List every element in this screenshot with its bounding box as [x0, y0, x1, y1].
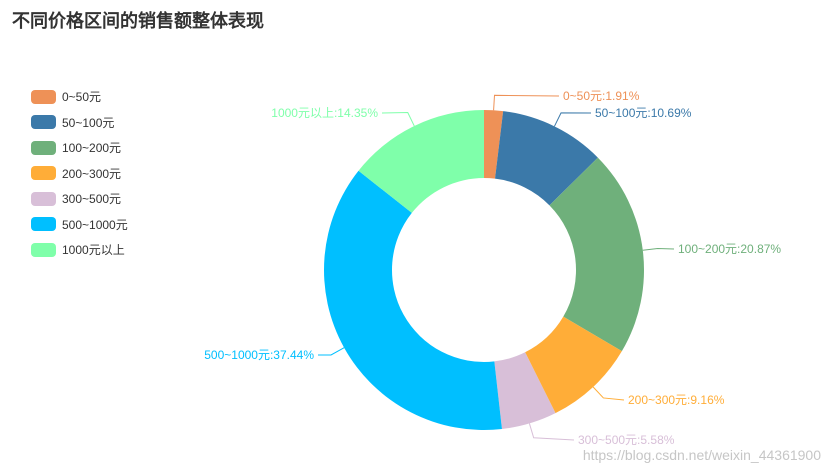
legend-item-5[interactable]: 300~500元 [31, 186, 128, 212]
legend-swatch-7 [31, 242, 56, 257]
data-label-1: 0~50元:1.91% [563, 89, 640, 103]
label-line-4 [592, 386, 625, 401]
legend-item-2[interactable]: 50~100元 [31, 110, 128, 136]
legend-label-4: 200~300元 [62, 166, 122, 181]
legend-item-1[interactable]: 0~50元 [31, 84, 128, 110]
data-label-6: 500~1000元:37.44% [204, 348, 314, 362]
data-label-3: 100~200元:20.87% [678, 242, 781, 256]
data-labels: 0~50元:1.91% 50~100元:10.69% 100~200元:20.87%… [204, 89, 781, 447]
label-lines [317, 94, 675, 441]
legend: 0~50元 50~100元 100~200元 200~300元 300~500元… [31, 84, 128, 263]
legend-label-1: 0~50元 [62, 90, 102, 105]
legend-label-3: 100~200元 [62, 141, 122, 156]
legend-swatch-4 [31, 166, 56, 181]
data-label-5: 300~500元:5.58% [578, 433, 675, 447]
donut-slice-7 [358, 110, 484, 213]
legend-item-4[interactable]: 200~300元 [31, 161, 128, 187]
label-line-7 [381, 111, 415, 127]
legend-item-3[interactable]: 100~200元 [31, 135, 128, 161]
donut-slice-2 [495, 111, 598, 206]
data-label-2: 50~100元:10.69% [595, 106, 692, 120]
watermark: https://blog.csdn.net/weixin_44361900 [582, 447, 821, 463]
label-line-1 [493, 94, 560, 111]
donut-slice-5 [494, 352, 556, 429]
legend-label-2: 50~100元 [62, 115, 115, 130]
legend-swatch-1 [31, 89, 56, 104]
donut-slice-1 [484, 110, 504, 179]
label-line-5 [528, 423, 575, 441]
legend-swatch-3 [31, 140, 56, 155]
legend-label-6: 500~1000元 [62, 217, 128, 232]
donut-slice-4 [525, 316, 622, 414]
donut-slice-3 [549, 157, 644, 352]
donut-slice-6 [323, 170, 502, 430]
donut-slices [323, 110, 644, 430]
data-label-4: 200~300元:9.16% [628, 393, 725, 407]
legend-item-7[interactable]: 1000元以上 [31, 237, 128, 263]
label-line-6 [317, 347, 345, 356]
legend-swatch-6 [31, 217, 56, 232]
chart-title: 不同价格区间的销售额整体表现 [12, 11, 264, 31]
label-line-3 [642, 247, 675, 251]
legend-label-5: 300~500元 [62, 192, 122, 207]
legend-swatch-5 [31, 191, 56, 206]
legend-swatch-2 [31, 115, 56, 130]
legend-item-6[interactable]: 500~1000元 [31, 212, 128, 238]
label-line-2 [553, 112, 592, 127]
legend-label-7: 1000元以上 [62, 243, 125, 258]
data-label-7: 1000元以上:14.35% [271, 106, 378, 120]
